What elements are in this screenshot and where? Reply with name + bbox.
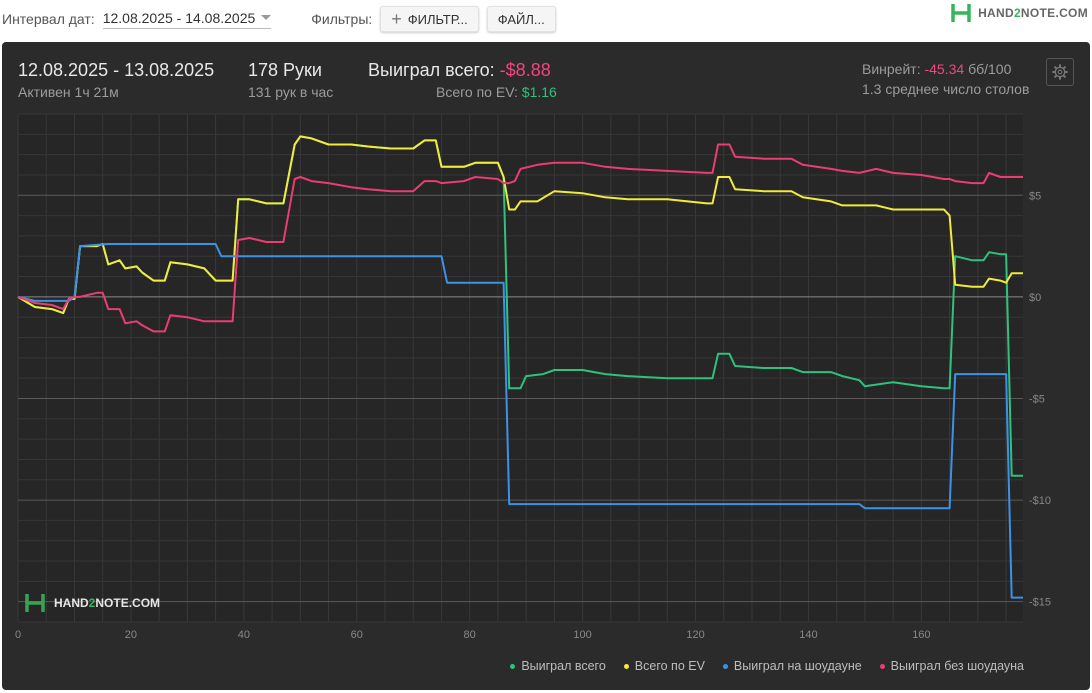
winrate-value: -45.34 bbox=[924, 61, 965, 77]
legend-label: Всего по EV bbox=[634, 659, 705, 673]
chart-legend: Выиграл всего Всего по EV Выиграл на шоуда… bbox=[492, 659, 1024, 673]
watermark-text-2: 2 bbox=[88, 596, 96, 610]
file-button-label: ФАЙЛ... bbox=[497, 11, 545, 27]
avg-tables: 1.3 среднее число столов bbox=[862, 81, 1030, 97]
profit-graph: $5 $0 -$5 -$10 -$15 0 20 40 60 80 100 120 140 160 bbox=[15, 113, 1051, 641]
x-tick-label: 40 bbox=[238, 629, 250, 641]
top-toolbar: Интервал дат: 12.08.2025 - 14.08.2025 Фи… bbox=[0, 0, 1092, 38]
ev-total-value: $1.16 bbox=[521, 84, 557, 100]
winrate-label: Винрейт: bbox=[862, 61, 921, 77]
date-interval-selector[interactable]: 12.08.2025 - 14.08.2025 bbox=[102, 9, 272, 29]
legend-item-1[interactable]: Выиграл всего bbox=[510, 659, 606, 673]
hands-count: 178 Руки bbox=[248, 60, 322, 80]
date-interval-value: 12.08.2025 - 14.08.2025 bbox=[102, 9, 256, 26]
logo-text-3: NOTE.COM bbox=[1020, 6, 1088, 20]
filters-label: Фильтры: bbox=[311, 11, 373, 27]
legend-marker bbox=[623, 663, 629, 669]
x-tick-label: 160 bbox=[912, 629, 930, 641]
y-tick-label: $5 bbox=[1029, 190, 1041, 202]
won-total-label: Выиграл всего: bbox=[368, 60, 495, 80]
winrate: Винрейт: -45.34 бб/100 bbox=[862, 61, 1011, 77]
plus-icon: + bbox=[391, 9, 402, 29]
legend-label: Выиграл всего bbox=[521, 659, 606, 673]
watermark-logo: HAND 2 NOTE.COM bbox=[24, 592, 160, 614]
gear-icon bbox=[1052, 64, 1068, 80]
y-tick-label: $0 bbox=[1029, 292, 1041, 304]
x-tick-label: 20 bbox=[125, 629, 137, 641]
x-tick-label: 120 bbox=[686, 629, 704, 641]
active-time: Активен 1ч 21м bbox=[18, 84, 119, 100]
graph-panel: 12.08.2025 - 13.08.2025 Активен 1ч 21м 1… bbox=[2, 42, 1090, 690]
won-total: Выиграл всего: -$8.88 bbox=[368, 60, 551, 81]
legend-item-2[interactable]: Всего по EV bbox=[623, 659, 705, 673]
legend-label: Выиграл на шоудауне bbox=[733, 659, 862, 673]
watermark-text-3: NOTE.COM bbox=[95, 596, 161, 610]
chevron-down-icon bbox=[261, 15, 272, 20]
add-filter-button[interactable]: + ФИЛЬТР... bbox=[380, 6, 479, 32]
file-button[interactable]: ФАЙЛ... bbox=[486, 6, 556, 32]
x-tick-label: 140 bbox=[799, 629, 817, 641]
series-line-4 bbox=[17, 143, 1023, 333]
x-tick-label: 0 bbox=[15, 629, 21, 641]
watermark-text-1: HAND bbox=[54, 596, 89, 610]
won-total-value: -$8.88 bbox=[499, 60, 551, 80]
hands-per-hour: 131 рук в час bbox=[248, 84, 334, 100]
filter-button-label: ФИЛЬТР... bbox=[407, 11, 468, 27]
legend-marker bbox=[879, 663, 885, 669]
date-interval-label: Интервал дат: bbox=[2, 11, 95, 27]
winrate-unit: бб/100 bbox=[968, 61, 1012, 77]
legend-label: Выиграл без шоудауна bbox=[890, 659, 1024, 673]
legend-item-3[interactable]: Выиграл на шоудауне bbox=[722, 659, 862, 673]
plot-area bbox=[18, 114, 1023, 622]
legend-item-4[interactable]: Выиграл без шоудауна bbox=[879, 659, 1024, 673]
legend-marker bbox=[722, 663, 728, 669]
x-tick-label: 60 bbox=[351, 629, 363, 641]
legend-marker bbox=[510, 663, 516, 669]
y-tick-label: -$15 bbox=[1029, 597, 1051, 609]
ev-total: Всего по EV: $1.16 bbox=[436, 84, 557, 100]
x-tick-label: 80 bbox=[464, 629, 476, 641]
logo-text-1: HAND bbox=[978, 6, 1014, 20]
ev-total-label: Всего по EV: bbox=[436, 84, 518, 100]
hand2note-watermark-icon bbox=[25, 594, 45, 612]
logo-text-2: 2 bbox=[1013, 6, 1021, 20]
session-date-range: 12.08.2025 - 13.08.2025 bbox=[18, 60, 215, 80]
y-tick-label: -$5 bbox=[1029, 393, 1045, 405]
hand2note-logo-icon bbox=[951, 4, 971, 22]
hand2note-logo: HAND 2 NOTE.COM bbox=[950, 2, 1088, 24]
x-tick-label: 100 bbox=[573, 629, 591, 641]
series-line-2 bbox=[17, 135, 1023, 315]
y-tick-label: -$10 bbox=[1029, 495, 1051, 507]
settings-button[interactable] bbox=[1046, 58, 1074, 86]
